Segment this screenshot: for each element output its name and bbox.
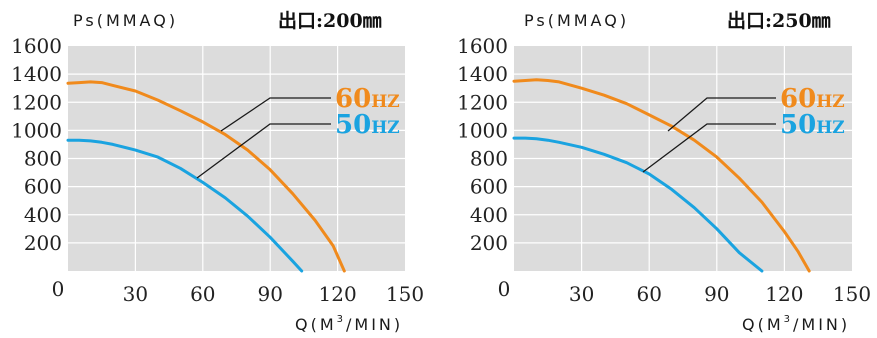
series-line-60hz	[512, 78, 811, 273]
y-tick-label: 1400	[457, 62, 508, 86]
x-axis-label: Q(M3/MIN)	[295, 314, 403, 334]
chart-2: Ps(MMAQ) 出口:250㎜2004006008001000120014001…	[457, 9, 871, 334]
legend-label-50hz: 50HZ	[780, 110, 845, 140]
x-tick-label: 120	[319, 282, 357, 306]
y-tick-label: 600	[470, 175, 508, 199]
y-tick-label: 1400	[11, 62, 62, 86]
x-tick-label: 90	[257, 282, 282, 306]
y-tick-label: 400	[24, 203, 62, 227]
y-tick-label: 1000	[457, 118, 508, 142]
x-tick-label: 150	[386, 282, 424, 306]
y-tick-label: 800	[24, 147, 62, 171]
y-tick-label: 1600	[11, 34, 62, 58]
y-tick-label: 200	[24, 231, 62, 255]
x-tick-label: 60	[636, 282, 661, 306]
y-tick-label: 1000	[11, 118, 62, 142]
leader-line	[196, 123, 331, 179]
leader-line	[642, 123, 776, 173]
x-tick-label: 90	[704, 282, 729, 306]
y-tick-label: 1200	[457, 90, 508, 114]
y-axis-label: Ps(MMAQ)	[73, 11, 178, 30]
x-tick-label: 0	[498, 277, 511, 301]
x-tick-label: 120	[765, 282, 803, 306]
y-tick-label: 200	[470, 231, 508, 255]
y-tick-label: 1200	[11, 90, 62, 114]
y-tick-label: 1600	[457, 34, 508, 58]
series-line-50hz	[66, 138, 304, 273]
x-tick-label: 0	[52, 277, 65, 301]
chart-title: 出口:200㎜	[278, 9, 382, 32]
legend-label-50hz: 50HZ	[335, 110, 400, 140]
series-line-50hz	[512, 136, 764, 273]
y-tick-label: 400	[470, 203, 508, 227]
x-tick-label: 60	[190, 282, 215, 306]
y-tick-label: 800	[470, 147, 508, 171]
x-tick-label: 30	[569, 282, 594, 306]
y-tick-label: 600	[24, 175, 62, 199]
x-tick-label: 150	[833, 282, 871, 306]
chart-title: 出口:250㎜	[727, 9, 831, 32]
x-tick-label: 30	[123, 282, 148, 306]
series-line-60hz	[66, 80, 346, 273]
leader-line	[667, 97, 776, 132]
chart-1: Ps(MMAQ) 出口:200㎜2004006008001000120014001…	[11, 9, 424, 334]
leader-line	[220, 97, 331, 132]
legend-label-60hz: 60HZ	[780, 84, 845, 114]
legend-label-60hz: 60HZ	[335, 84, 400, 114]
y-axis-label: Ps(MMAQ)	[524, 11, 629, 30]
x-axis-label: Q(M3/MIN)	[742, 314, 850, 334]
